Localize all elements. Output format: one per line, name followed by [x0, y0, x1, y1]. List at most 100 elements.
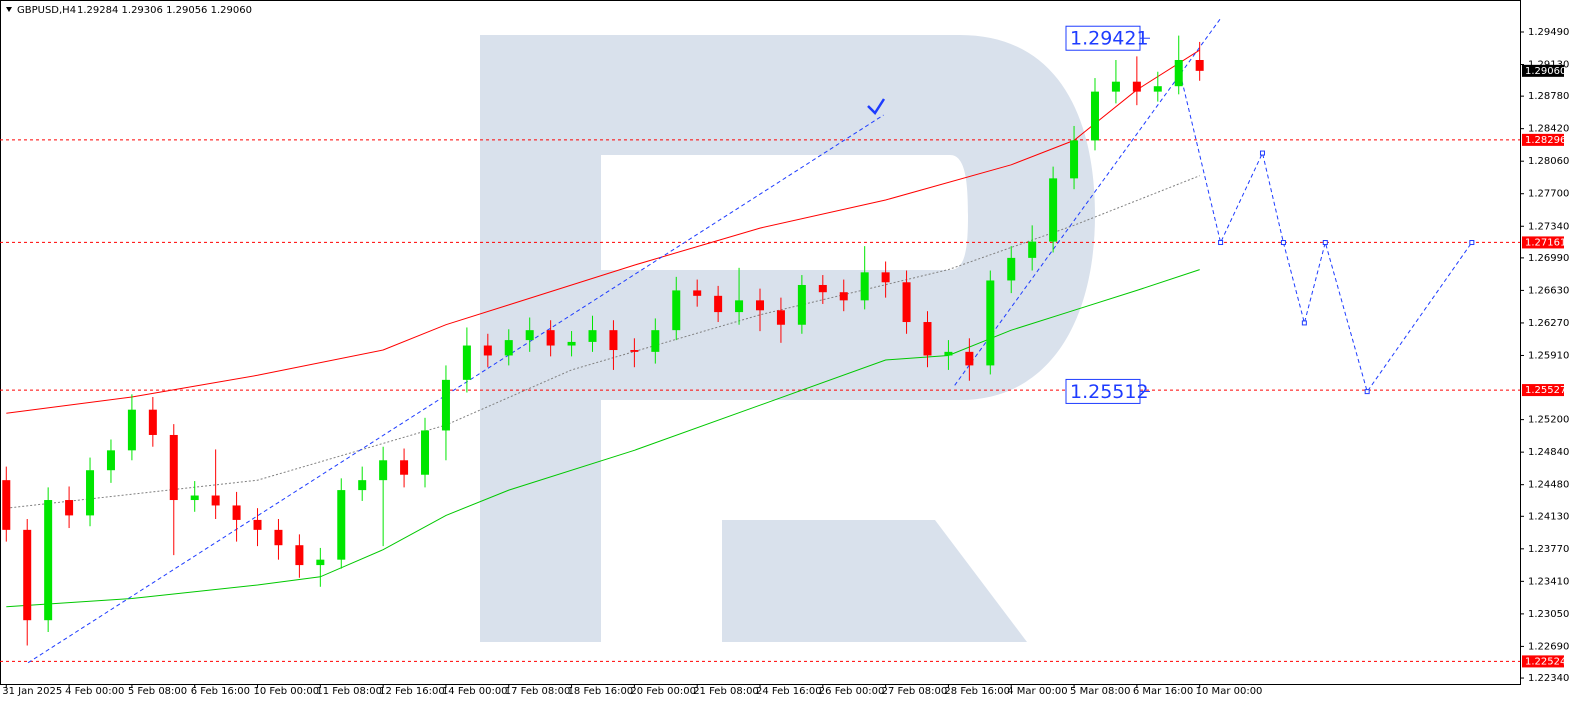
candle-body: [190, 495, 199, 501]
candle-body: [588, 330, 597, 342]
candle-body: [986, 280, 995, 366]
chart-title: GBPUSD,H4: [17, 5, 76, 16]
y-tick-label: 1.23410: [1528, 576, 1569, 587]
candle-body: [169, 434, 178, 501]
level-tag: [1522, 236, 1564, 249]
candle-body: [441, 379, 450, 431]
candle-body: [839, 292, 848, 301]
level-tag: [1522, 655, 1564, 668]
y-tick-label: 1.23050: [1528, 609, 1569, 620]
candle-body: [253, 519, 262, 530]
y-tick-label: 1.28060: [1528, 156, 1569, 167]
candle-body: [1049, 178, 1058, 242]
candle-body: [65, 500, 74, 516]
x-tick-label: 26 Feb 00:00: [819, 686, 885, 697]
watermark-bowl: [601, 35, 1095, 400]
trendline: [954, 18, 1222, 386]
candle-body: [421, 430, 430, 475]
candle-body: [462, 345, 471, 380]
forecast-point: [1469, 240, 1475, 246]
candle-body: [756, 300, 764, 311]
x-tick-label: 31 Jan 2025: [2, 686, 62, 697]
current-price-tag: [1522, 64, 1564, 77]
y-tick-label: 1.27340: [1528, 221, 1569, 232]
candle-body: [400, 460, 409, 475]
candle-body: [295, 545, 304, 566]
candle-body: [735, 300, 744, 313]
candle-body: [127, 409, 136, 451]
candle-body: [567, 341, 576, 346]
candle-body: [483, 345, 492, 356]
candle-body: [630, 350, 639, 352]
ohlc-header: 1.29284 1.29306 1.29056 1.29060: [77, 5, 252, 16]
x-tick-label: 4 Mar 00:00: [1007, 686, 1067, 697]
x-tick-label: 21 Feb 08:00: [693, 686, 759, 697]
x-tick-label: 11 Feb 08:00: [316, 686, 382, 697]
x-tick-label: 4 Feb 00:00: [65, 686, 124, 697]
candle-body: [609, 330, 618, 351]
x-tick-label: 14 Feb 00:00: [442, 686, 508, 697]
x-tick-label: 17 Feb 08:00: [505, 686, 571, 697]
y-tick-label: 1.25910: [1528, 350, 1569, 361]
watermark-leg: [722, 520, 1027, 642]
forecast-point: [1259, 150, 1265, 156]
level-tag-label: 1.28296: [1525, 135, 1566, 146]
candle-body: [337, 490, 346, 560]
candle-body: [860, 272, 869, 301]
x-tick-label: 5 Mar 08:00: [1070, 686, 1130, 697]
x-tick-label: 5 Feb 08:00: [128, 686, 187, 697]
y-tick-label: 1.24130: [1528, 511, 1569, 522]
y-tick-label: 1.27700: [1528, 189, 1569, 200]
x-tick-label: 28 Feb 16:00: [944, 686, 1010, 697]
candle-body: [546, 330, 555, 346]
candle-body: [923, 322, 932, 356]
x-tick-label: 24 Feb 16:00: [756, 686, 822, 697]
forecast-path: [1178, 67, 1473, 393]
y-tick-label: 1.26270: [1528, 318, 1569, 329]
y-tick-label: 1.26990: [1528, 253, 1569, 264]
candle-body: [902, 282, 911, 323]
y-tick-label: 1.28780: [1528, 91, 1569, 102]
y-tick-label: 1.23770: [1528, 544, 1569, 555]
candle-body: [818, 284, 827, 293]
watermark: [480, 35, 1095, 642]
candle-body: [232, 505, 241, 520]
candle-body: [148, 409, 157, 435]
y-tick-label: 1.22340: [1528, 673, 1569, 684]
trendline: [27, 114, 884, 664]
candle-body: [379, 460, 388, 481]
y-tick-label: 1.22690: [1528, 641, 1569, 652]
candle-body: [525, 330, 534, 341]
candle-body: [944, 351, 953, 356]
candle-body: [358, 480, 367, 491]
level-tag-label: 1.27161: [1525, 237, 1566, 248]
annotation-label: 1.29421: [1070, 28, 1149, 50]
candle-body: [965, 351, 974, 366]
candle-body: [1007, 257, 1016, 281]
check-mark: [867, 98, 886, 115]
forecast-point: [1280, 240, 1286, 246]
candle-body: [1174, 59, 1183, 87]
y-tick-label: 1.26630: [1528, 285, 1569, 296]
candle-body: [316, 559, 325, 566]
forecast-point: [1322, 240, 1328, 246]
candle-body: [1090, 91, 1099, 141]
moving-average: [6, 269, 1200, 608]
forecast-point: [1218, 240, 1224, 246]
candle-body: [1028, 241, 1037, 258]
candle-body: [504, 340, 513, 356]
x-tick-label: 27 Feb 08:00: [882, 686, 948, 697]
candle-body: [881, 272, 890, 283]
x-tick-label: 18 Feb 16:00: [568, 686, 634, 697]
moving-average: [6, 175, 1200, 509]
level-tag-label: 1.22524: [1525, 656, 1566, 667]
candle-body: [1195, 59, 1204, 71]
candle-body: [651, 330, 660, 352]
y-tick-label: 1.28420: [1528, 124, 1569, 135]
level-tag: [1522, 133, 1564, 146]
candle-body: [1070, 140, 1079, 179]
candle-body: [714, 295, 723, 313]
y-tick-label: 1.25200: [1528, 415, 1569, 426]
y-tick-label: 1.29490: [1528, 27, 1569, 38]
